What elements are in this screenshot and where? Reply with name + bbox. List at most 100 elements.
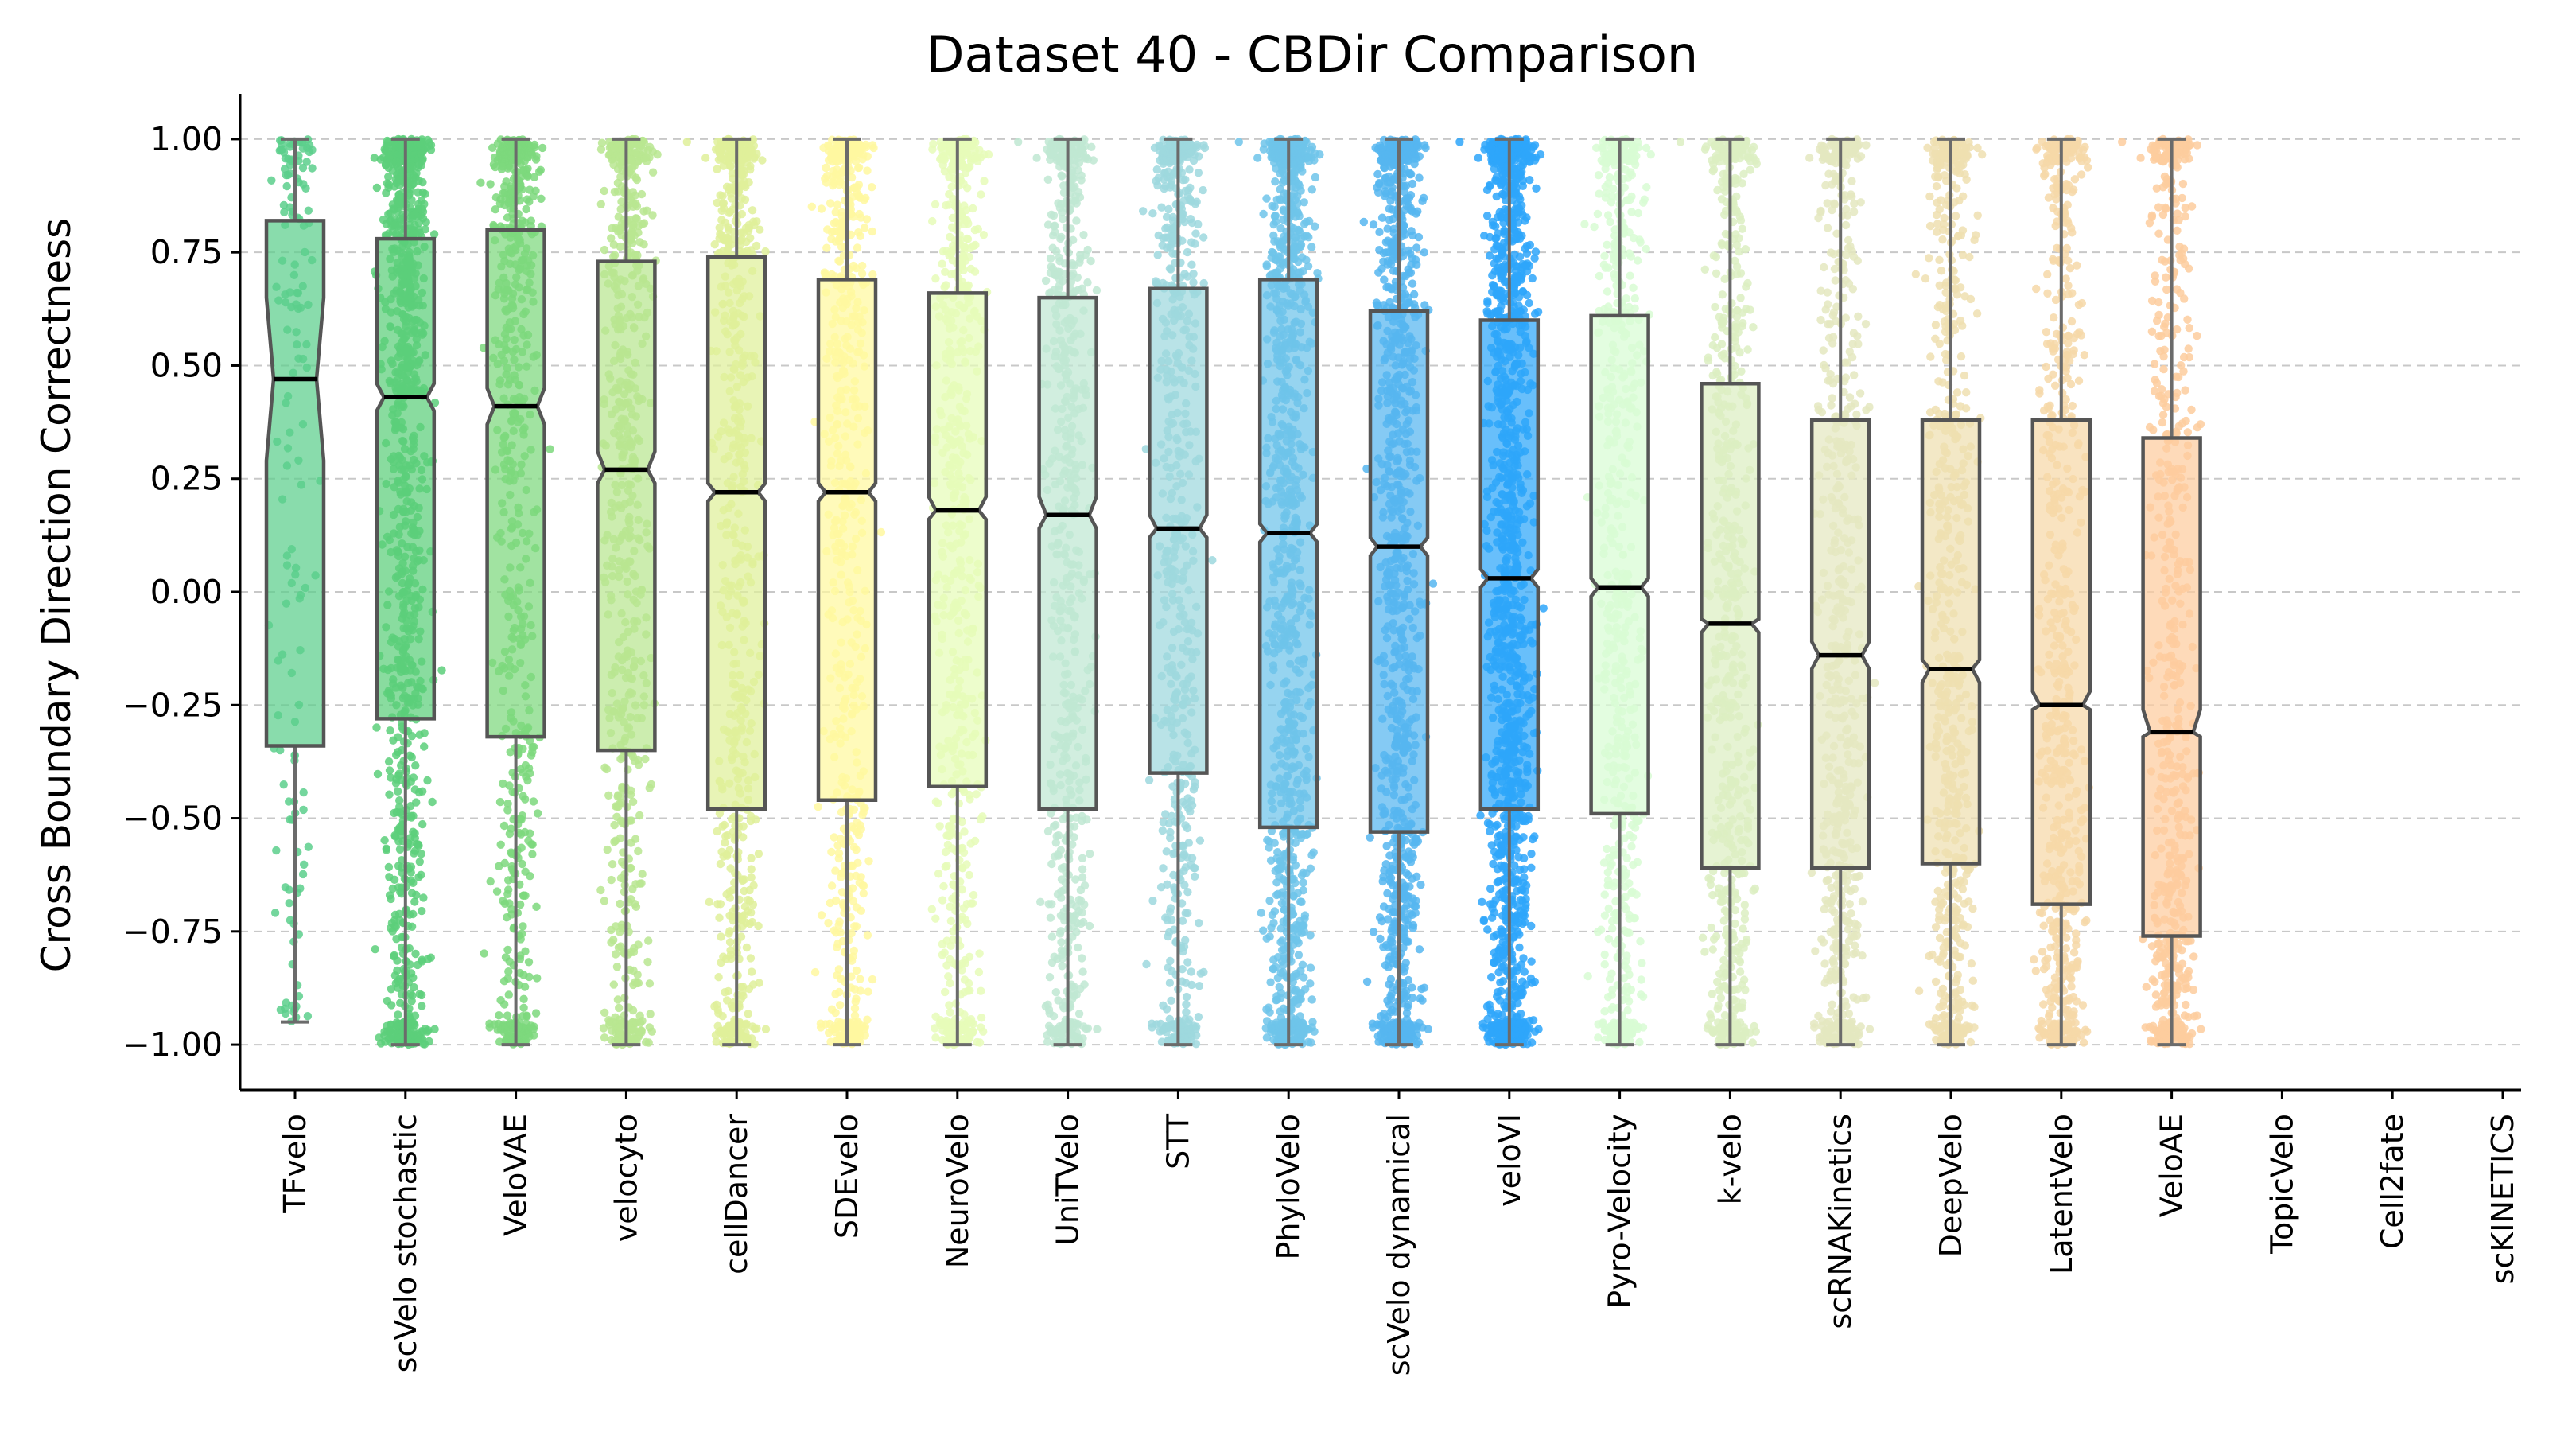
data-point xyxy=(395,796,404,805)
data-point xyxy=(371,945,379,954)
data-point xyxy=(429,230,439,239)
data-point xyxy=(376,155,385,164)
data-point xyxy=(963,235,973,243)
data-point xyxy=(412,798,421,807)
data-point xyxy=(717,206,726,215)
data-point xyxy=(519,1003,528,1013)
data-point xyxy=(750,1040,759,1049)
data-point xyxy=(503,945,512,955)
data-point xyxy=(381,161,390,169)
data-point xyxy=(719,952,728,961)
data-point xyxy=(645,142,655,151)
data-point xyxy=(491,205,500,214)
data-point xyxy=(515,880,524,889)
data-point xyxy=(604,1020,614,1029)
data-point xyxy=(415,990,424,998)
data-point xyxy=(835,987,844,997)
data-point xyxy=(948,828,957,837)
data-point xyxy=(392,775,401,784)
data-point xyxy=(411,761,420,770)
data-point xyxy=(633,971,642,979)
data-point xyxy=(856,975,864,983)
data-point xyxy=(500,899,509,909)
data-point xyxy=(969,242,978,251)
data-point xyxy=(736,983,746,991)
data-point xyxy=(938,259,946,268)
data-point xyxy=(638,870,647,878)
data-point xyxy=(725,927,734,936)
data-point xyxy=(747,865,756,874)
data-point xyxy=(397,168,406,177)
data-point xyxy=(529,797,538,806)
data-point xyxy=(299,788,308,797)
data-point xyxy=(761,1025,771,1033)
data-point xyxy=(596,200,605,208)
data-point xyxy=(958,843,967,853)
data-point xyxy=(945,146,954,155)
data-point xyxy=(383,996,392,1006)
data-point xyxy=(834,849,844,858)
data-point xyxy=(829,177,838,186)
data-point xyxy=(418,1002,426,1010)
data-point xyxy=(394,883,403,892)
data-point xyxy=(940,948,949,957)
data-point xyxy=(388,166,397,175)
data-point xyxy=(854,228,863,237)
data-point xyxy=(519,891,528,900)
data-point xyxy=(382,189,390,197)
data-point xyxy=(717,154,726,163)
data-point xyxy=(428,797,437,807)
data-point xyxy=(960,243,969,251)
data-point xyxy=(385,891,394,900)
data-point xyxy=(610,144,619,153)
data-point xyxy=(519,922,527,931)
data-point xyxy=(863,166,872,175)
data-point xyxy=(966,1015,976,1024)
data-point xyxy=(386,726,394,735)
data-point xyxy=(644,1038,653,1047)
data-point xyxy=(751,815,760,824)
data-point xyxy=(827,1005,837,1014)
data-point xyxy=(488,143,497,152)
data-point xyxy=(635,879,644,888)
data-point xyxy=(739,166,748,176)
data-point xyxy=(493,156,502,165)
data-point xyxy=(393,207,402,216)
data-point xyxy=(417,196,426,205)
data-point xyxy=(394,221,402,231)
data-point xyxy=(504,876,513,885)
data-point xyxy=(627,816,635,825)
data-point xyxy=(418,204,427,213)
data-point xyxy=(725,938,735,947)
data-point xyxy=(836,1001,845,1010)
data-point xyxy=(819,143,828,152)
data-point xyxy=(499,144,507,153)
data-point xyxy=(644,936,653,945)
data-point xyxy=(748,917,756,927)
data-point xyxy=(523,172,532,181)
data-point xyxy=(604,791,613,800)
data-point xyxy=(939,881,948,891)
data-point xyxy=(945,251,954,260)
data-point xyxy=(717,847,726,857)
data-point xyxy=(807,202,816,211)
data-point xyxy=(863,931,872,940)
data-point xyxy=(370,154,379,162)
data-point xyxy=(742,943,752,952)
data-point xyxy=(1072,216,1081,225)
data-point xyxy=(931,1033,940,1042)
data-point xyxy=(1086,850,1094,858)
data-point xyxy=(855,163,864,172)
data-point xyxy=(504,967,513,976)
data-point xyxy=(388,200,397,209)
data-point xyxy=(600,897,609,905)
data-point xyxy=(959,266,968,274)
data-point xyxy=(970,267,980,276)
data-point xyxy=(934,870,943,878)
data-point xyxy=(503,806,512,815)
data-point xyxy=(382,141,391,150)
data-point xyxy=(528,850,537,858)
data-point xyxy=(628,797,638,806)
data-point xyxy=(647,780,656,789)
data-point xyxy=(280,165,289,173)
